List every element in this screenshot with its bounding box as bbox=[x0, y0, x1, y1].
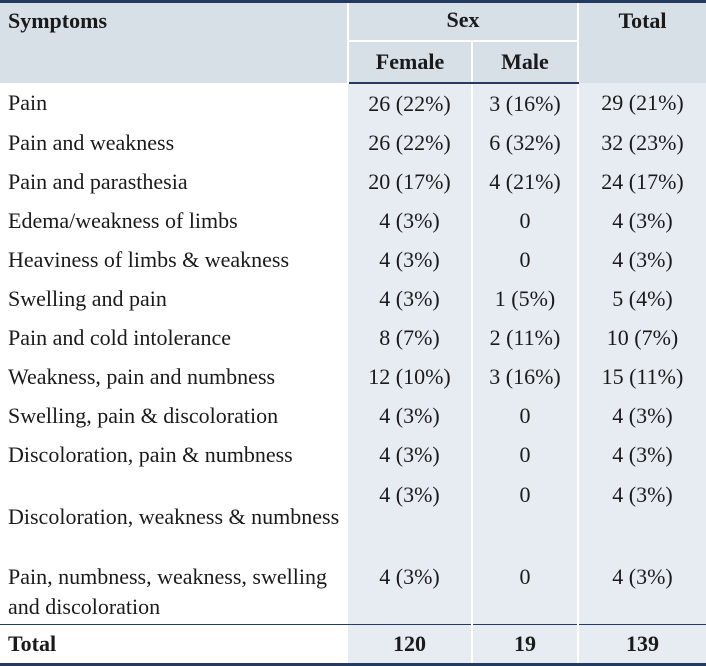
male-cell: 3 (16%) bbox=[472, 357, 579, 396]
female-cell: 26 (22%) bbox=[348, 123, 473, 162]
female-cell: 4 (3%) bbox=[348, 240, 473, 279]
total-cell: 4 (3%) bbox=[578, 201, 706, 240]
female-cell: 4 (3%) bbox=[348, 435, 473, 474]
symptom-cell: Pain and parasthesia bbox=[8, 168, 188, 194]
total-column-header: Total bbox=[578, 0, 706, 83]
table-header: Symptoms Sex Total Female Male bbox=[0, 0, 706, 84]
symptom-cell: Discoloration, weakness & numbness bbox=[8, 504, 340, 529]
female-cell: 12 (10%) bbox=[348, 357, 473, 396]
male-cell: 0 bbox=[472, 560, 579, 625]
male-column-header: Male bbox=[472, 41, 579, 84]
male-cell: 2 (11%) bbox=[472, 318, 579, 357]
male-cell: 6 (32%) bbox=[472, 123, 579, 162]
total-cell: 29 (21%) bbox=[578, 83, 706, 123]
table-row: Edema/weakness of limbs 4 (3%) 0 4 (3%) bbox=[0, 201, 706, 240]
symptom-cell: Heaviness of limbs & weakness bbox=[8, 246, 290, 272]
symptom-cell: Pain and weakness bbox=[8, 129, 175, 155]
total-cell: 4 (3%) bbox=[578, 396, 706, 435]
table-row: Pain and parasthesia 20 (17%) 4 (21%) 24… bbox=[0, 162, 706, 201]
table-body: Pain 26 (22%) 3 (16%) 29 (21%) Pain and … bbox=[0, 83, 706, 666]
table-row: Discoloration, weakness & numbness 4 (3%… bbox=[0, 474, 706, 560]
female-cell: 8 (7%) bbox=[348, 318, 473, 357]
table-row: Swelling, pain & discoloration 4 (3%) 0 … bbox=[0, 396, 706, 435]
female-cell: 4 (3%) bbox=[348, 396, 473, 435]
total-cell: 15 (11%) bbox=[578, 357, 706, 396]
grand-total-cell: 139 bbox=[578, 624, 706, 666]
symptom-cell: Pain bbox=[8, 90, 48, 115]
symptom-cell: Pain and cold intolerance bbox=[8, 324, 231, 350]
symptom-cell: Edema/weakness of limbs bbox=[8, 207, 238, 233]
table-row: Pain and weakness 26 (22%) 6 (32%) 32 (2… bbox=[0, 123, 706, 162]
male-cell: 0 bbox=[472, 435, 579, 474]
male-cell: 0 bbox=[472, 240, 579, 279]
table-row: Heaviness of limbs & weakness 4 (3%) 0 4… bbox=[0, 240, 706, 279]
symptom-cell: Weakness, pain and numbness bbox=[8, 363, 276, 389]
female-column-header: Female bbox=[348, 41, 473, 84]
female-cell: 4 (3%) bbox=[348, 201, 473, 240]
male-cell: 1 (5%) bbox=[472, 279, 579, 318]
female-cell: 4 (3%) bbox=[348, 474, 473, 560]
symptom-cell: Pain, numbness, weakness, swelling and d… bbox=[8, 564, 327, 619]
total-cell: 5 (4%) bbox=[578, 279, 706, 318]
male-cell: 4 (21%) bbox=[472, 162, 579, 201]
male-cell: 0 bbox=[472, 201, 579, 240]
female-cell: 20 (17%) bbox=[348, 162, 473, 201]
table-row: Pain 26 (22%) 3 (16%) 29 (21%) bbox=[0, 83, 706, 123]
total-cell: 24 (17%) bbox=[578, 162, 706, 201]
total-cell: 4 (3%) bbox=[578, 240, 706, 279]
symptom-cell: Swelling, pain & discoloration bbox=[8, 402, 279, 428]
sex-column-group-header: Sex bbox=[348, 0, 579, 42]
total-cell: 4 (3%) bbox=[578, 560, 706, 625]
table-row: Pain, numbness, weakness, swelling and d… bbox=[0, 560, 706, 625]
symptoms-column-header: Symptoms bbox=[0, 0, 349, 83]
total-row-label: Total bbox=[0, 624, 348, 666]
total-cell: 4 (3%) bbox=[578, 435, 706, 474]
male-cell: 3 (16%) bbox=[472, 83, 579, 123]
top-rule bbox=[0, 0, 706, 3]
table-row: Pain and cold intolerance 8 (7%) 2 (11%)… bbox=[0, 318, 706, 357]
symptom-cell: Discoloration, pain & numbness bbox=[8, 441, 293, 467]
symptom-cell: Swelling and pain bbox=[8, 285, 167, 311]
female-total-cell: 120 bbox=[348, 624, 473, 666]
male-cell: 0 bbox=[472, 396, 579, 435]
total-cell: 4 (3%) bbox=[578, 474, 706, 560]
table-row: Weakness, pain and numbness 12 (10%) 3 (… bbox=[0, 357, 706, 396]
total-cell: 10 (7%) bbox=[578, 318, 706, 357]
table-row: Discoloration, pain & numbness 4 (3%) 0 … bbox=[0, 435, 706, 474]
male-total-cell: 19 bbox=[472, 624, 579, 666]
female-cell: 4 (3%) bbox=[348, 560, 473, 625]
female-cell: 26 (22%) bbox=[348, 83, 473, 123]
table-row: Swelling and pain 4 (3%) 1 (5%) 5 (4%) bbox=[0, 279, 706, 318]
male-cell: 0 bbox=[472, 474, 579, 560]
total-cell: 32 (23%) bbox=[578, 123, 706, 162]
total-row: Total 120 19 139 bbox=[0, 624, 706, 666]
female-cell: 4 (3%) bbox=[348, 279, 473, 318]
